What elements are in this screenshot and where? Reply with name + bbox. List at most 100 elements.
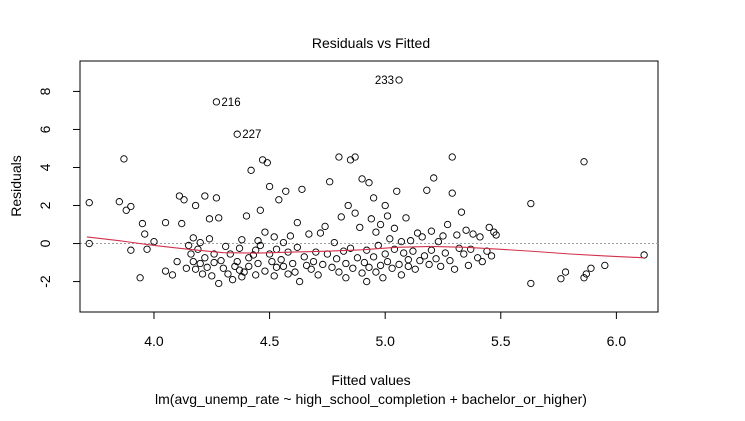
residual-point bbox=[254, 237, 262, 245]
residual-point bbox=[492, 231, 500, 239]
residual-point bbox=[240, 268, 248, 276]
residual-point bbox=[346, 244, 355, 252]
residual-point bbox=[185, 241, 193, 250]
x-axis-label: Fitted values bbox=[331, 372, 410, 388]
residual-point bbox=[316, 229, 325, 237]
residual-point bbox=[395, 260, 403, 269]
residual-point bbox=[443, 220, 452, 229]
residual-point bbox=[189, 234, 197, 242]
x-tick-label: 5.0 bbox=[375, 333, 395, 349]
residual-point bbox=[286, 232, 295, 240]
y-tick-label: -2 bbox=[37, 275, 53, 288]
residual-point bbox=[337, 213, 345, 221]
residual-point bbox=[448, 153, 456, 161]
residual-point bbox=[432, 255, 440, 263]
residual-point bbox=[582, 270, 590, 278]
data-points bbox=[85, 76, 648, 288]
residual-point bbox=[242, 212, 251, 220]
residual-point bbox=[256, 206, 264, 214]
residual-point bbox=[601, 261, 609, 270]
residual-point bbox=[335, 153, 343, 161]
residual-point bbox=[457, 208, 466, 216]
chart-title: Residuals vs Fitted bbox=[312, 35, 430, 51]
residual-point bbox=[261, 267, 269, 275]
residual-point bbox=[462, 226, 470, 234]
residual-point bbox=[245, 262, 253, 271]
residual-point bbox=[302, 261, 311, 270]
residual-point bbox=[210, 250, 218, 258]
residual-point bbox=[219, 264, 227, 272]
residual-point bbox=[469, 230, 477, 238]
residual-point bbox=[305, 230, 313, 238]
residual-point bbox=[455, 244, 463, 252]
residual-point bbox=[367, 215, 375, 223]
residual-point bbox=[580, 158, 588, 166]
residual-point bbox=[397, 237, 406, 246]
residual-point bbox=[580, 274, 588, 282]
residual-point bbox=[358, 175, 366, 183]
y-axis: -2 0 2 4 6 8 bbox=[37, 87, 81, 288]
residual-point bbox=[85, 199, 93, 207]
residual-point bbox=[141, 230, 149, 238]
residual-point bbox=[393, 187, 401, 195]
residual-point bbox=[191, 265, 200, 273]
residual-point bbox=[351, 209, 359, 217]
residual-point bbox=[300, 253, 308, 261]
residual-point bbox=[222, 242, 230, 251]
residual-point bbox=[275, 196, 283, 204]
residual-point bbox=[427, 246, 436, 254]
residual-point bbox=[261, 228, 269, 236]
model-formula-subtitle: lm(avg_unemp_rate ~ high_school_completi… bbox=[155, 391, 587, 407]
residual-point bbox=[423, 186, 431, 194]
residual-point bbox=[397, 271, 406, 279]
residual-point bbox=[258, 156, 267, 164]
residual-point bbox=[265, 182, 274, 191]
y-tick-label: 8 bbox=[37, 87, 53, 95]
loess-smoother-line bbox=[86, 236, 645, 259]
residual-point bbox=[196, 259, 204, 268]
residual-point bbox=[342, 259, 350, 268]
residual-point bbox=[175, 192, 184, 200]
residual-point bbox=[282, 187, 290, 195]
residual-point bbox=[293, 218, 301, 227]
y-axis-label: Residuals bbox=[8, 155, 24, 216]
residual-point bbox=[196, 238, 204, 247]
residual-point bbox=[277, 256, 285, 264]
residual-point bbox=[321, 222, 329, 231]
residual-point bbox=[381, 201, 389, 210]
residual-point bbox=[194, 245, 202, 253]
residual-point bbox=[136, 274, 144, 282]
residual-point bbox=[293, 243, 301, 251]
residual-point bbox=[256, 241, 264, 250]
residual-point bbox=[189, 257, 197, 266]
residual-point bbox=[326, 178, 334, 186]
residual-point bbox=[409, 247, 417, 255]
residual-point bbox=[365, 263, 373, 271]
y-tick-label: 0 bbox=[37, 239, 53, 247]
residual-point bbox=[453, 231, 461, 239]
residual-point bbox=[307, 265, 315, 273]
residual-point bbox=[187, 250, 195, 258]
y-tick-label: 4 bbox=[37, 163, 53, 171]
residual-point bbox=[439, 232, 447, 240]
residual-point bbox=[233, 257, 241, 266]
residual-point bbox=[270, 272, 278, 280]
residual-point bbox=[434, 237, 443, 246]
point-annotations: 233 216 227 bbox=[221, 75, 394, 141]
x-tick-label: 5.5 bbox=[491, 333, 511, 349]
residual-point bbox=[217, 257, 225, 265]
residual-point bbox=[441, 249, 449, 257]
residual-point bbox=[390, 224, 399, 232]
residual-point bbox=[182, 264, 191, 272]
residual-point bbox=[418, 233, 426, 241]
residual-point bbox=[365, 179, 373, 187]
residual-point bbox=[263, 159, 271, 167]
residual-point bbox=[450, 265, 459, 273]
residual-point bbox=[173, 257, 181, 266]
residual-point bbox=[228, 276, 237, 284]
residual-point bbox=[270, 233, 278, 241]
residual-point bbox=[335, 268, 343, 276]
residual-point bbox=[161, 267, 170, 275]
y-tick-label: 6 bbox=[37, 125, 53, 133]
residual-point bbox=[404, 256, 412, 264]
